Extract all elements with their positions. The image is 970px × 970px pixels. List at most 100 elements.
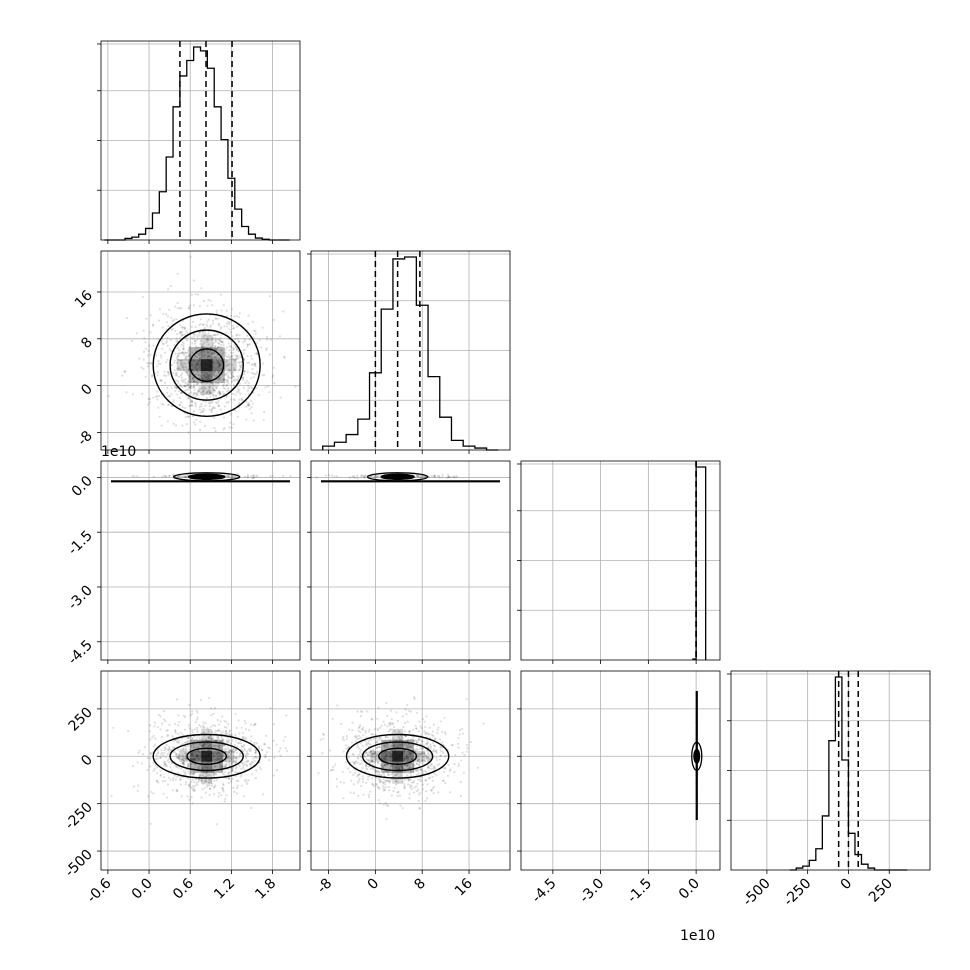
scatter-point xyxy=(180,359,183,362)
scatter-point xyxy=(181,326,184,329)
scatter-point xyxy=(185,330,188,333)
scatter-point xyxy=(204,387,207,390)
scatter-point xyxy=(188,374,191,377)
scatter-point xyxy=(188,306,191,309)
scatter-point xyxy=(123,370,126,373)
scatter-point xyxy=(414,724,417,727)
scatter-point xyxy=(378,736,381,739)
scatter-point xyxy=(163,780,166,783)
scatter-point xyxy=(199,387,202,390)
scatter-point xyxy=(433,772,436,775)
scatter-point xyxy=(427,766,430,769)
scatter-point xyxy=(197,778,201,781)
scatter-point xyxy=(417,475,420,478)
scatter-point xyxy=(238,398,241,401)
scatter-point xyxy=(174,374,177,377)
scatter-point xyxy=(190,387,193,390)
scatter-point xyxy=(230,351,233,354)
scatter-point xyxy=(347,746,350,749)
scatter-point xyxy=(227,377,230,380)
scatter-point xyxy=(215,395,218,398)
scatter-point xyxy=(264,753,267,756)
scatter-point xyxy=(457,742,460,745)
scatter-point xyxy=(250,357,253,360)
scatter-point xyxy=(194,342,197,345)
scatter-point xyxy=(248,343,252,346)
scatter-point xyxy=(224,760,227,763)
scatter-point xyxy=(168,475,171,478)
scatter-point xyxy=(143,337,146,340)
scatter-point xyxy=(165,475,168,478)
scatter-point xyxy=(244,722,247,725)
scatter-point xyxy=(234,345,238,348)
scatter-point xyxy=(197,778,201,781)
scatter-point xyxy=(265,348,268,351)
density-cell xyxy=(201,761,213,773)
scatter-point xyxy=(175,318,178,321)
scatter-point xyxy=(403,730,407,733)
scatter-point xyxy=(187,724,191,727)
scatter-point xyxy=(228,322,231,326)
scatter-point xyxy=(112,726,115,729)
scatter-point xyxy=(187,396,190,399)
scatter-point xyxy=(207,401,211,404)
scatter-point xyxy=(383,764,386,767)
scatter-point xyxy=(425,758,428,761)
scatter-point xyxy=(188,380,191,383)
scatter-point xyxy=(420,740,423,743)
scatter-point xyxy=(241,731,244,734)
scatter-point xyxy=(201,391,204,394)
scatter-point xyxy=(227,777,231,780)
scatter-point xyxy=(212,322,215,325)
scatter-point xyxy=(224,759,227,762)
scatter-point xyxy=(183,369,186,372)
scatter-point xyxy=(217,729,220,732)
scatter-point xyxy=(168,348,171,351)
scatter-point xyxy=(213,426,216,430)
scatter-point xyxy=(368,728,371,731)
scatter-point xyxy=(184,745,187,748)
scatter-point xyxy=(193,383,196,386)
scatter-point xyxy=(191,377,194,381)
scatter-point xyxy=(213,389,216,392)
scatter-point xyxy=(247,387,250,390)
scatter-point xyxy=(367,739,371,742)
scatter-point xyxy=(186,764,189,767)
scatter-point xyxy=(244,728,247,731)
scatter-point xyxy=(370,738,373,741)
scatter-point xyxy=(208,391,211,394)
scatter-point xyxy=(228,475,231,478)
scatter-point xyxy=(191,320,194,323)
scatter-point xyxy=(217,341,220,345)
scatter-point xyxy=(198,742,201,745)
scatter-point xyxy=(232,786,235,789)
scatter-point xyxy=(160,379,163,382)
scatter-point xyxy=(359,742,362,745)
scatter-point xyxy=(358,777,361,780)
scatter-point xyxy=(222,378,225,381)
scatter-point xyxy=(355,760,358,763)
scatter-point xyxy=(124,370,127,373)
scatter-point xyxy=(231,748,235,751)
scatter-point xyxy=(250,371,253,374)
scatter-point xyxy=(268,391,271,394)
scatter-point xyxy=(234,759,237,762)
scatter-point xyxy=(212,384,215,387)
scatter-point xyxy=(409,778,412,781)
scatter-point xyxy=(164,720,167,723)
scatter-point xyxy=(230,756,233,760)
scatter-point xyxy=(177,349,180,352)
scatter-point xyxy=(231,476,234,479)
scatter-point xyxy=(235,726,238,730)
scatter-point xyxy=(156,752,159,755)
scatter-point xyxy=(457,746,460,749)
scatter-point xyxy=(202,743,205,747)
scatter-point xyxy=(231,358,234,361)
scatter-point xyxy=(445,754,448,757)
scatter-point xyxy=(199,775,202,778)
scatter-point xyxy=(187,431,190,434)
scatter-point xyxy=(250,406,253,409)
scatter-point xyxy=(209,325,212,329)
scatter-point xyxy=(387,730,390,733)
scatter-point xyxy=(228,761,231,764)
